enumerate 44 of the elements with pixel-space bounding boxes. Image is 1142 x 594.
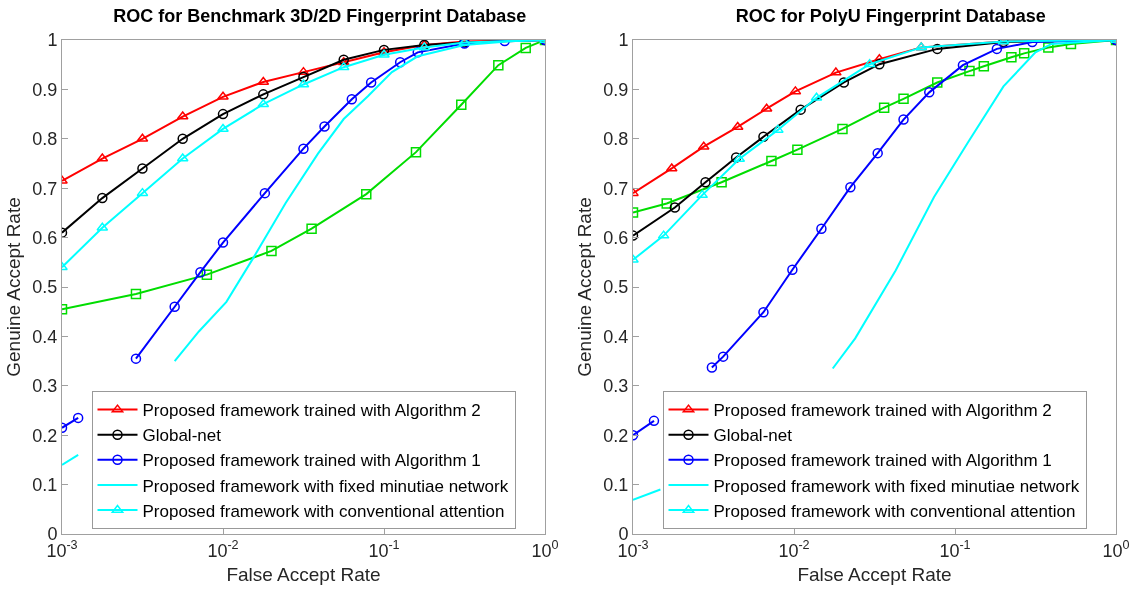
y-tick-label: 0.8 bbox=[32, 129, 58, 150]
legend-label: Proposed framework trained with Algorithm 1 bbox=[713, 451, 1052, 471]
x-tick-label: 10$^{-1}$ bbox=[368, 538, 400, 561]
y-tick-label: 0.1 bbox=[32, 474, 58, 495]
y-tick-label: 0.8 bbox=[603, 129, 629, 150]
x-tick-label: 10$^{-2}$ bbox=[778, 538, 810, 561]
x-axis-title: False Accept Rate bbox=[797, 564, 952, 586]
x-tick-label: 10$^{0}$ bbox=[1102, 538, 1130, 561]
y-tick-label: 0.6 bbox=[603, 227, 629, 248]
x-tick-label: 10$^{-1}$ bbox=[939, 538, 971, 561]
y-tick-label: 0.3 bbox=[32, 376, 58, 397]
chart-title: ROC for PolyU Fingerprint Database bbox=[735, 5, 1046, 26]
x-axis-title: False Accept Rate bbox=[226, 564, 381, 586]
y-tick-label: 0.6 bbox=[32, 227, 58, 248]
y-tick-label: 0.5 bbox=[32, 277, 58, 298]
legend-label: Proposed framework trained with Algorithm 1 bbox=[142, 451, 481, 471]
y-tick-label: 1 bbox=[47, 30, 58, 51]
legend-label: Global-net bbox=[142, 426, 222, 446]
y-tick-label: 0.2 bbox=[603, 425, 629, 446]
y-tick-label: 0.4 bbox=[603, 326, 629, 347]
legend-label: Global-net bbox=[713, 426, 793, 446]
legend-label: Proposed framework trained with Algorithm 2 bbox=[142, 401, 481, 421]
y-tick-label: 0 bbox=[47, 524, 58, 545]
y-axis-title: Genuine Accept Rate bbox=[3, 197, 25, 377]
legend-label: Proposed framework with fixed minutiae network bbox=[713, 476, 1080, 496]
chart-title: ROC for Benchmark 3D/2D Fingerprint Database bbox=[113, 5, 527, 26]
y-tick-label: 0.1 bbox=[603, 474, 629, 495]
x-tick-label: 10$^{-2}$ bbox=[207, 538, 239, 561]
y-tick-label: 0.4 bbox=[32, 326, 58, 347]
y-tick-label: 0.2 bbox=[32, 425, 58, 446]
legend-label: Proposed framework with fixed minutiae network bbox=[142, 476, 509, 496]
x-tick-label: 10$^{0}$ bbox=[531, 538, 559, 561]
y-tick-label: 1 bbox=[618, 30, 629, 51]
y-tick-label: 0.7 bbox=[32, 178, 58, 199]
y-tick-label: 0.5 bbox=[603, 277, 629, 298]
legend-label: Proposed framework with conventional attention bbox=[142, 501, 505, 521]
y-tick-label: 0.9 bbox=[32, 79, 58, 100]
y-tick-label: 0.9 bbox=[603, 79, 629, 100]
y-tick-label: 0.3 bbox=[603, 376, 629, 397]
y-tick-label: 0 bbox=[618, 524, 629, 545]
legend-label: Proposed framework with conventional attention bbox=[713, 501, 1076, 521]
y-tick-label: 0.7 bbox=[603, 178, 629, 199]
legend-label: Proposed framework trained with Algorithm 2 bbox=[713, 401, 1052, 421]
y-axis-title: Genuine Accept Rate bbox=[574, 197, 596, 377]
